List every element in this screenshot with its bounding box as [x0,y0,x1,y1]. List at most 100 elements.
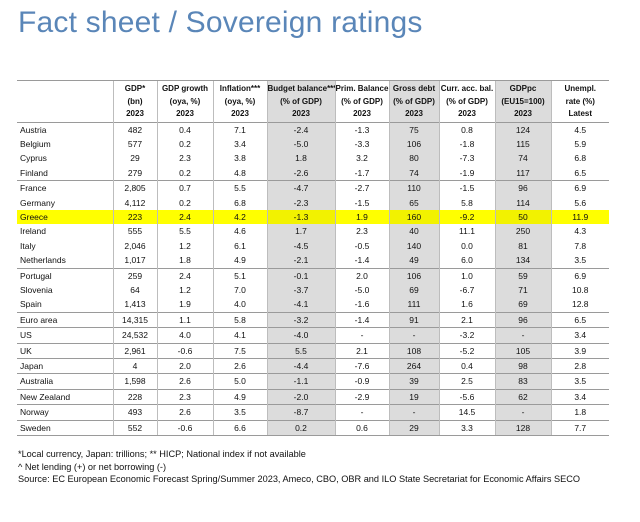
table-cell: 64 [112,282,157,298]
table-cell: 6.8 [212,195,267,210]
table-cell: 110 [388,180,439,196]
table-cell: -2.0 [266,388,335,405]
table-cell: 0.6 [334,419,389,437]
table-cell: 4,112 [112,195,157,210]
table-cell: 160 [388,209,439,225]
table-cell: 5.1 [212,267,267,283]
table-cell: 75 [388,121,439,137]
table-cell: 2.8 [550,357,609,374]
column-header: rate (%) [550,95,609,108]
table-row: New Zealand 228 2.3 4.9 -2.0 -2.9 19 -5.6 62 3.4 [17,388,609,405]
table-cell: -5.2 [438,342,495,359]
country-name: Italy [20,240,36,251]
table-row: Finland 279 0.2 4.8 -2.6 -1.7 74 -1.9 117 6.5 [17,165,609,181]
column-header: Curr. acc. bal. [438,80,495,96]
table-row: France 2,805 0.7 5.5 -4.7 -2.7 110 -1.5 96 6.9 [17,180,609,196]
country-name: France [17,180,113,196]
country-name: Greece [17,209,113,225]
table-row: Slovenia 64 1.2 7.0 -3.7 -5.0 69 -6.7 71 10.8 [17,282,609,298]
table-row: Germany 4,112 0.2 6.8 -2.3 -1.5 65 5.8 114 5.6 [17,195,609,210]
column-header: (bn) [112,95,157,108]
table-cell: 124 [494,121,551,137]
table-cell: 11.9 [550,209,609,225]
table-cell: -4.7 [266,180,335,196]
table-cell: 114 [494,195,551,210]
footnote-line: ^ Net lending (+) or net borrowing (-) [18,461,167,472]
country-name: Cyprus [20,153,47,164]
column-header: 2023 [334,108,389,122]
table-row: Belgium 577 0.2 3.4 -5.0 -3.3 106 -1.8 115 5.9 [17,136,609,152]
table-row: Portugal 259 2.4 5.1 -0.1 2.0 106 1.0 59 6.9 [17,267,609,283]
table-cell: 59 [494,267,551,283]
table-cell: 250 [494,224,551,239]
column-header: Gross debt [388,80,439,96]
header-blank [17,96,113,109]
table-cell: 0.0 [438,238,495,254]
table-cell: -2.9 [334,388,389,405]
table-cell: 2.3 [156,388,213,405]
table-cell: 3.4 [550,327,609,344]
table-row: Netherlands 1,017 1.8 4.9 -2.1 -1.4 49 6.0 134 3.… [17,253,609,269]
table-cell: 40 [388,224,439,239]
table-cell: 2.3 [156,151,213,166]
table-cell: 552 [112,419,157,437]
country-name: Netherlands [20,255,66,266]
table-cell: 0.8 [438,121,495,137]
table-cell: 3.5 [212,404,267,421]
table-cell: 5.5 [212,180,267,196]
table-cell: 7.1 [212,121,267,137]
table-cell: 2.0 [156,357,213,374]
table-cell: 117 [494,165,551,181]
table-row: Euro area 14,315 1.1 5.8 -3.2 -1.4 91 2.1 96 6.5 [17,311,609,328]
table-cell: 111 [388,297,439,313]
table-row: Norway 493 2.6 3.5 -8.7- -14.5-1.8 [17,404,609,421]
table-cell: 2.1 [438,311,495,328]
country-name: Belgium [20,138,51,149]
table-cell: 83 [494,373,551,390]
country-name: Germany [20,197,55,208]
country-name: Norway [17,404,113,421]
table-row: Cyprus 29 2.3 3.8 1.8 3.2 80 -7.3 74 6.8 [17,151,609,166]
table-cell: -0.5 [334,238,389,254]
table-cell: 1.7 [266,224,335,239]
table-cell: 1,017 [112,253,157,269]
table-row: Sweden 552 -0.6 6.6 0.2 0.6 29 3.3 128 7.7 [17,419,609,437]
table-cell: 2,961 [112,342,157,359]
table-cell: 11.1 [438,224,495,239]
table-cell: -4.4 [266,357,335,374]
column-header: (% of GDP) [388,95,439,108]
column-header: GDP growth [156,80,213,96]
table-cell: 10.8 [550,282,609,298]
table-cell: 1.8 [156,253,213,269]
table-cell: 3.8 [212,151,267,166]
table-cell: 71 [494,282,551,298]
table-cell: -1.6 [334,297,389,313]
table-cell: 6.5 [550,311,609,328]
table-cell: 4.9 [212,253,267,269]
table-cell: 3.2 [334,151,389,166]
table-cell: 1.9 [334,209,389,225]
table-cell: 7.0 [212,282,267,298]
header-blank [17,80,113,96]
column-header: 2023 [438,108,495,122]
table-cell: 6.9 [550,180,609,196]
table-cell: 223 [112,209,157,225]
table-cell: 2.4 [156,209,213,225]
table-cell: - [494,327,551,344]
country-name: New Zealand [17,388,113,405]
table-cell: -1.5 [438,180,495,196]
table-header: GDP* GDP growth Inflation*** Budget balance… [17,80,609,122]
country-name: US [17,327,113,344]
table-cell: -1.5 [334,195,389,210]
table-cell: 105 [494,342,551,359]
table-cell: 555 [112,224,157,239]
table-cell: - [388,404,439,421]
table-cell: 3.3 [438,419,495,437]
table-cell: 7.8 [550,238,609,254]
table-cell: 2,805 [112,180,157,196]
column-header: (EU15=100) [494,95,551,108]
table-cell: -0.9 [334,373,389,390]
table-cell: 0.2 [156,136,213,152]
table-cell: 3.4 [212,136,267,152]
table-cell: -0.1 [266,267,335,283]
